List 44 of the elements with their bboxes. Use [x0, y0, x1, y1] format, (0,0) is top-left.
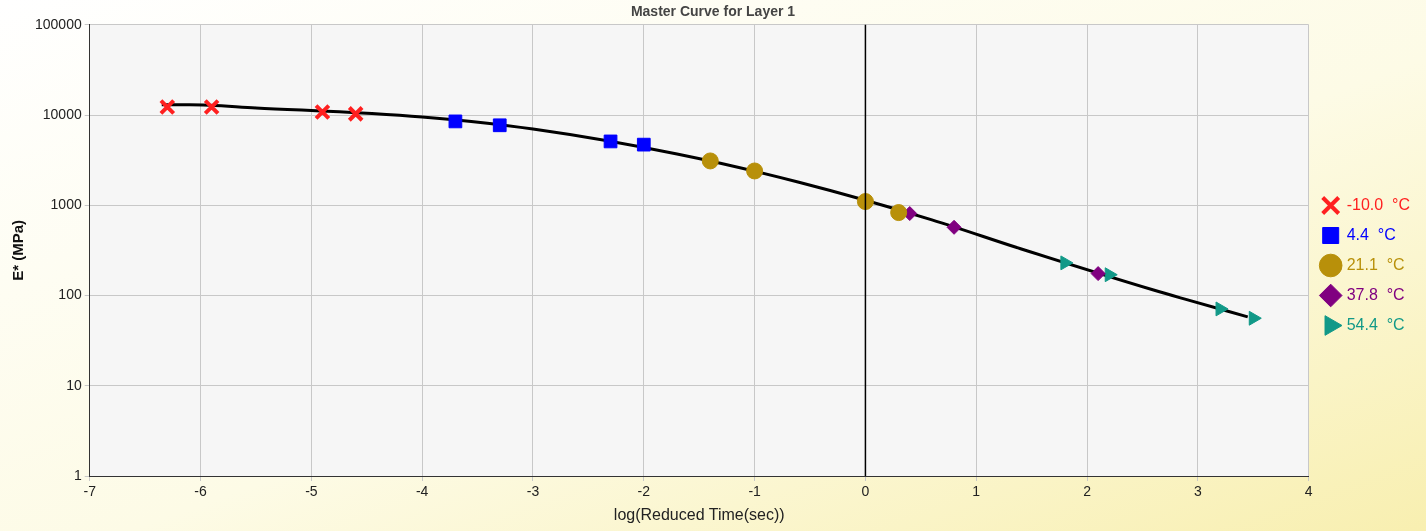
point — [492, 118, 507, 133]
point — [314, 103, 331, 121]
y-tick-label: 10000 — [42, 105, 82, 122]
y-tick-label: 10 — [66, 376, 82, 393]
point — [603, 134, 618, 149]
y-axis-title: E* (MPa) — [9, 219, 27, 281]
point — [1060, 255, 1074, 271]
point — [746, 162, 764, 180]
point — [448, 114, 463, 129]
point — [347, 105, 365, 123]
y-tick-label: 100000 — [35, 15, 82, 32]
legend-label: -10.0 °C — [1346, 195, 1410, 213]
legend-label: 37.8 °C — [1346, 285, 1405, 303]
point — [1248, 310, 1262, 326]
y-tick-label: 1000 — [50, 196, 82, 213]
legend-label: 21.1 °C — [1346, 255, 1405, 273]
x-tick-label: 2 — [1083, 483, 1092, 500]
point — [890, 204, 908, 222]
x-tick-label: 0 — [861, 483, 870, 500]
point — [946, 219, 962, 235]
x-tick-label: 1 — [972, 483, 981, 500]
x-tick-label: -1 — [748, 483, 762, 500]
point — [701, 152, 719, 170]
point — [1104, 267, 1118, 283]
chart-title: Master Curve for Layer 1 — [630, 3, 796, 20]
x-tick-label: -2 — [637, 483, 651, 500]
x-tick-label: 4 — [1304, 483, 1313, 500]
point — [636, 137, 651, 152]
x-tick-label: -4 — [415, 483, 429, 500]
point — [1215, 301, 1229, 317]
point — [203, 98, 220, 116]
y-tick-label: 1 — [73, 466, 82, 483]
y-tick-label: 100 — [58, 286, 82, 303]
x-tick-label: -3 — [526, 483, 540, 500]
point — [856, 193, 874, 211]
point — [1090, 266, 1106, 282]
legend-label: 54.4 °C — [1346, 315, 1405, 333]
x-tick-label: -5 — [305, 483, 318, 500]
x-tick-label: -7 — [83, 483, 97, 500]
legend-label: 4.4 °C — [1346, 225, 1396, 243]
x-axis-title: log(Reduced Time(sec)) — [613, 505, 785, 523]
point — [158, 98, 176, 116]
x-tick-label: -6 — [194, 483, 207, 500]
x-tick-label: 3 — [1193, 483, 1202, 500]
